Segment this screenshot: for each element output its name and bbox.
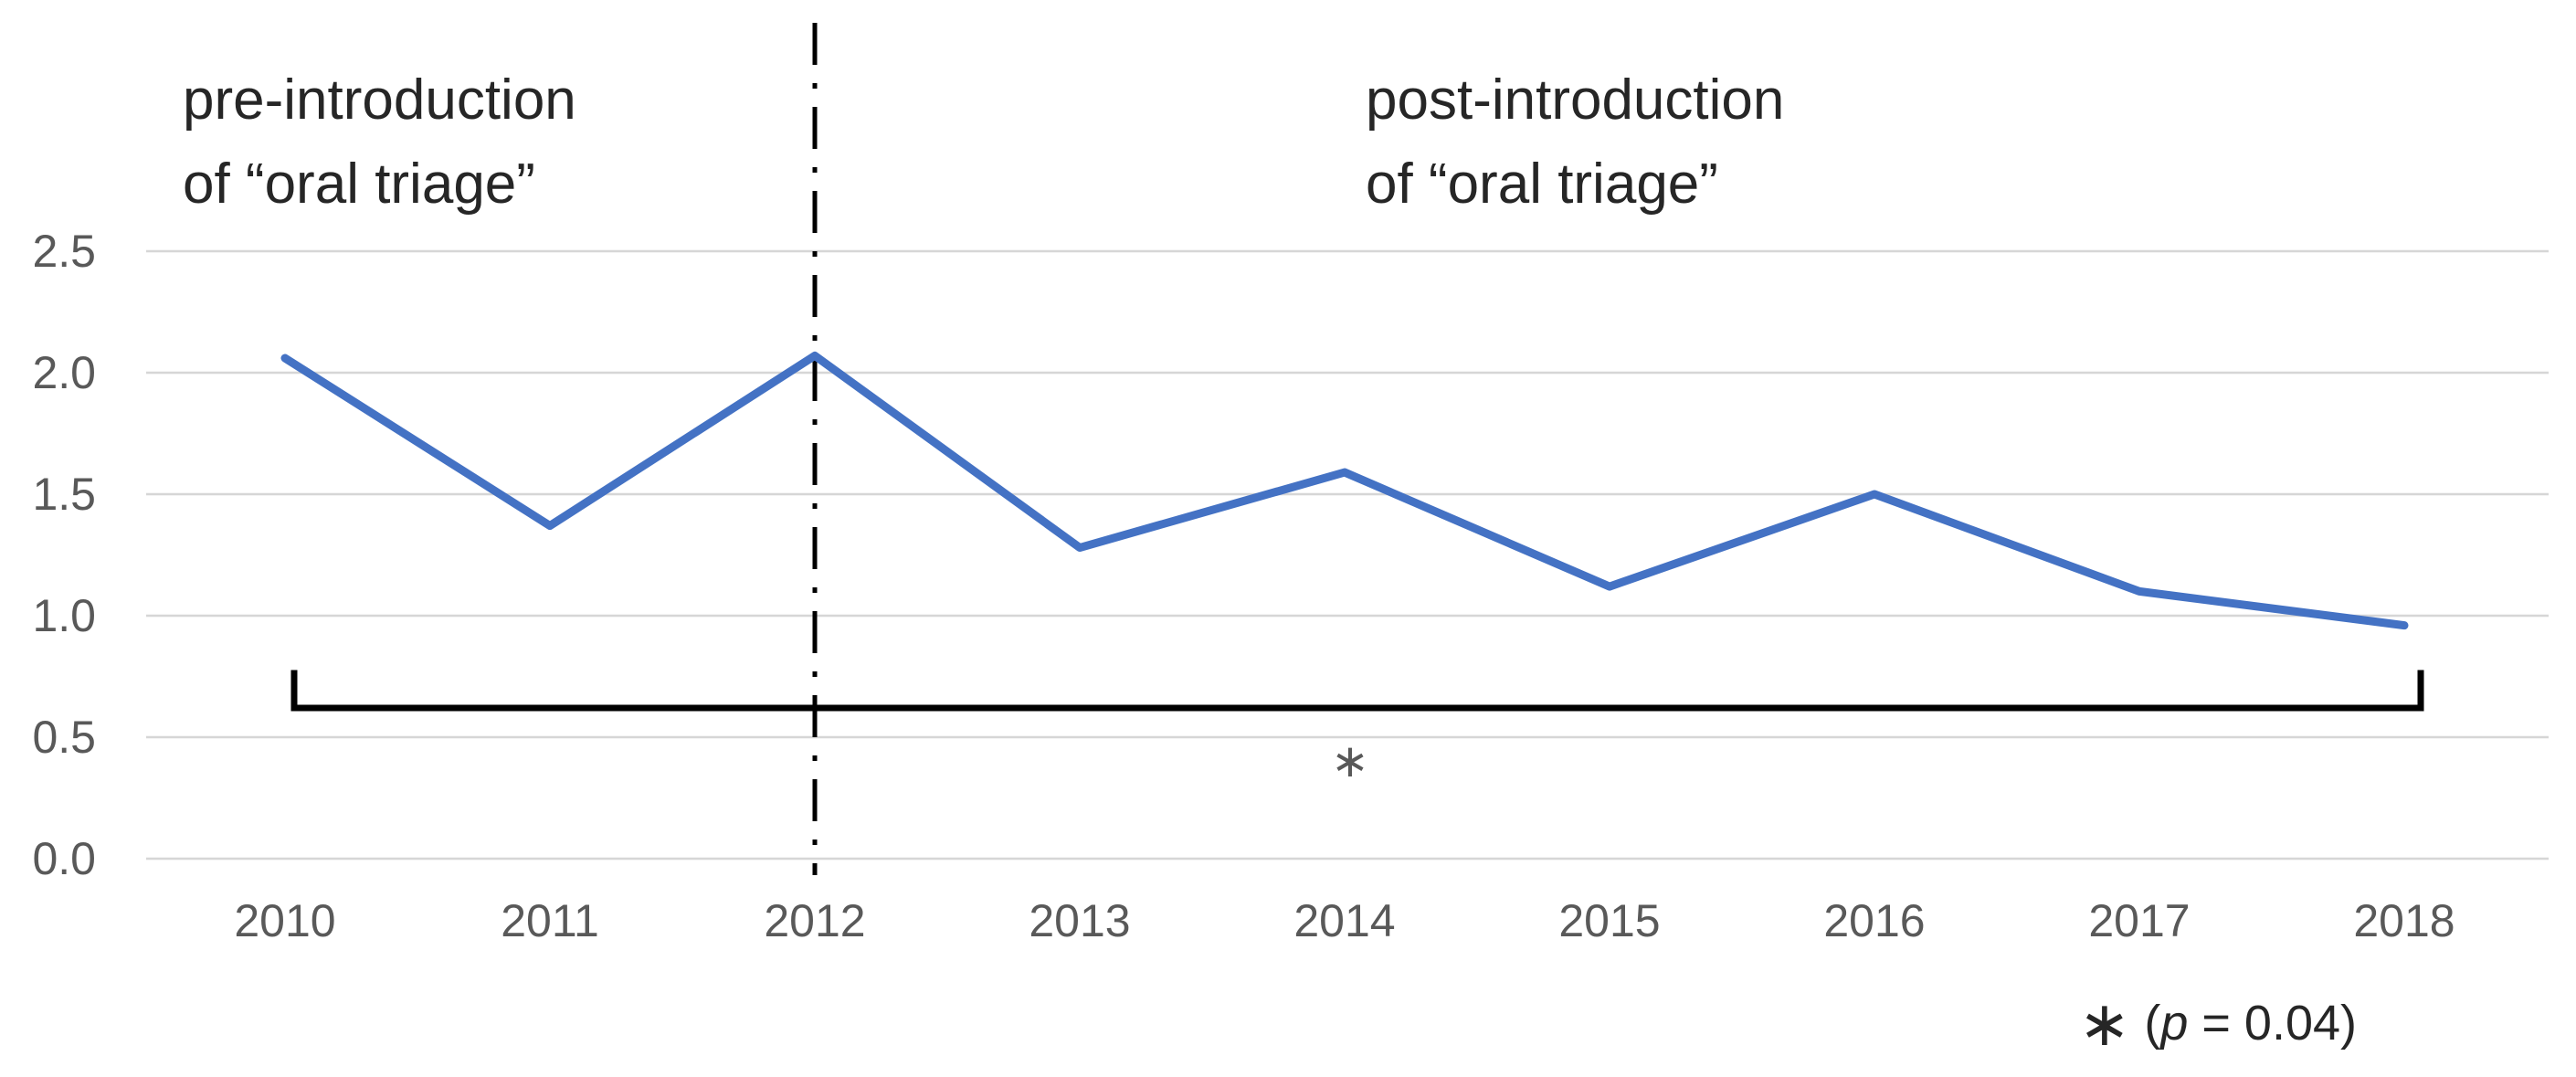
y-tick-label: 2.0 xyxy=(32,347,96,398)
y-tick-label: 0.0 xyxy=(32,833,96,884)
x-tick-label: 2017 xyxy=(2088,895,2190,946)
footnote-open-paren: ( xyxy=(2144,996,2161,1051)
x-tick-label: 2018 xyxy=(2353,895,2455,946)
gridlines-group xyxy=(146,249,2549,861)
x-tick-label: 2011 xyxy=(501,895,599,946)
y-tick-label: 1.0 xyxy=(32,590,96,641)
significance-footnote: ∗ (p = 0.04) xyxy=(2078,988,2357,1061)
footnote-p-symbol: p xyxy=(2160,996,2189,1051)
y-axis-tick-labels: 0.0 0.5 1.0 1.5 2.0 2.5 xyxy=(32,226,96,884)
pre-introduction-label-line1: pre-introduction xyxy=(183,69,576,132)
footnote-p-value: = 0.04) xyxy=(2188,996,2357,1051)
y-tick-label: 0.5 xyxy=(32,712,96,763)
post-introduction-label-line2: of “oral triage” xyxy=(1366,153,1718,216)
x-tick-label: 2016 xyxy=(1823,895,1925,946)
x-tick-label: 2013 xyxy=(1029,895,1130,946)
x-tick-label: 2012 xyxy=(764,895,865,946)
x-axis-tick-labels: 2010 2011 2012 2013 2014 2015 2016 2017 2018 xyxy=(234,895,2455,946)
significance-bracket-group: ∗ xyxy=(290,670,2424,787)
y-tick-label: 1.5 xyxy=(32,469,96,520)
post-introduction-label: post-introduction of “oral triage” xyxy=(1366,58,1784,227)
series-group xyxy=(280,351,2409,630)
pre-introduction-label: pre-introduction of “oral triage” xyxy=(183,58,576,227)
significance-bracket xyxy=(290,670,2424,712)
x-tick-label: 2010 xyxy=(234,895,335,946)
x-tick-label: 2014 xyxy=(1293,895,1395,946)
x-tick-label: 2015 xyxy=(1558,895,1660,946)
footnote-asterisk-icon: ∗ xyxy=(2078,989,2131,1059)
pre-introduction-label-line2: of “oral triage” xyxy=(183,153,535,216)
data-series-line xyxy=(280,351,2409,630)
post-introduction-label-line1: post-introduction xyxy=(1366,69,1785,132)
y-tick-label: 2.5 xyxy=(32,226,96,277)
significance-asterisk: ∗ xyxy=(1331,735,1369,787)
